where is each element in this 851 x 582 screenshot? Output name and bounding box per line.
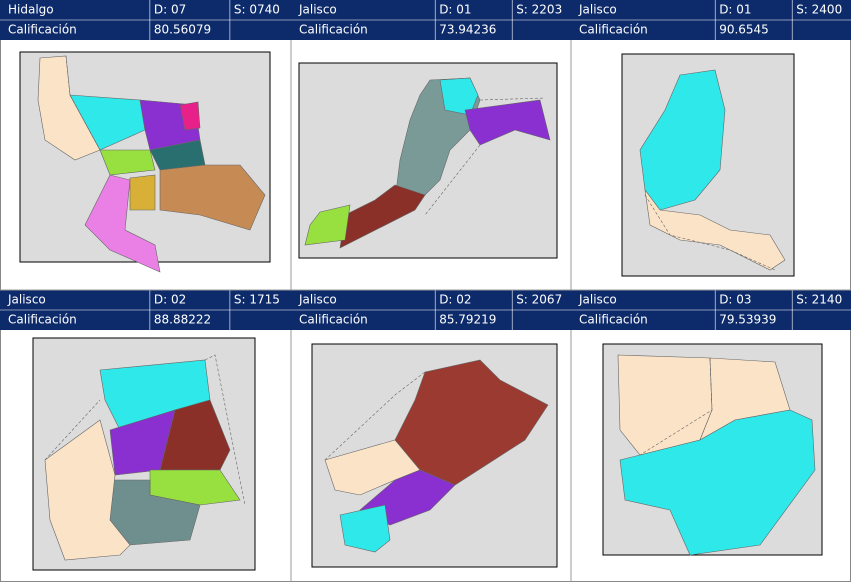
score-label: Calificación: [579, 313, 648, 327]
map-4: [32, 337, 256, 571]
section: S: 1715: [234, 293, 280, 307]
map-2: [298, 62, 558, 259]
state: Jalisco: [578, 3, 617, 17]
district: D: 07: [154, 3, 186, 17]
score: 88.88222: [154, 313, 211, 327]
state: Jalisco: [298, 3, 337, 17]
score-label: Calificación: [299, 313, 368, 327]
district: D: 02: [154, 293, 186, 307]
score: 85.79219: [439, 313, 496, 327]
score: 90.6545: [719, 23, 769, 37]
score: 73.94236: [439, 23, 496, 37]
section: S: 0740: [234, 3, 280, 17]
district: D: 03: [719, 293, 751, 307]
score-label: Calificación: [579, 23, 648, 37]
section: S: 2140: [796, 293, 842, 307]
district: D: 01: [439, 3, 471, 17]
map-1: [19, 51, 271, 273]
state: Jalisco: [578, 293, 617, 307]
section: S: 2203: [516, 3, 562, 17]
state: Jalisco: [7, 293, 46, 307]
state: Hidalgo: [8, 3, 54, 17]
map-3: [621, 53, 795, 277]
map-5: [311, 343, 558, 568]
state: Jalisco: [298, 293, 337, 307]
score-label: Calificación: [8, 313, 77, 327]
district: D: 02: [439, 293, 471, 307]
score-label: Calificación: [8, 23, 77, 37]
score: 80.56079: [154, 23, 211, 37]
score: 79.53939: [719, 313, 776, 327]
section: S: 2067: [516, 293, 562, 307]
map-6: [602, 343, 823, 556]
district: D: 01: [719, 3, 751, 17]
score-label: Calificación: [299, 23, 368, 37]
section: S: 2400: [796, 3, 842, 17]
